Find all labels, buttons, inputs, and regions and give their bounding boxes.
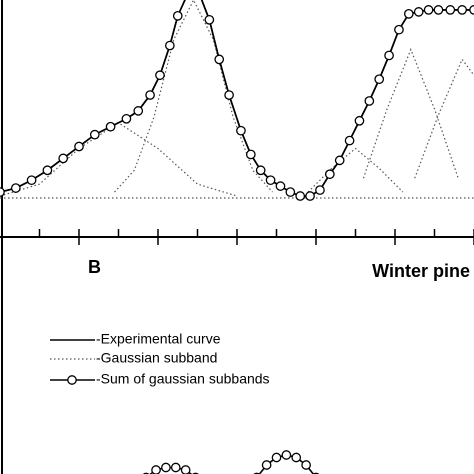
sum-point <box>457 5 467 15</box>
sum-point <box>275 181 286 191</box>
sum-point <box>180 465 191 474</box>
sum-point <box>255 165 266 176</box>
sum-point <box>315 185 325 195</box>
sum-point <box>403 9 414 19</box>
sum-point <box>281 450 292 460</box>
gaussian-subband <box>414 58 474 179</box>
sum-point <box>204 14 215 25</box>
sum-point <box>89 129 100 140</box>
sum-point <box>271 452 282 463</box>
sum-point <box>224 90 234 100</box>
sum-point <box>172 10 183 21</box>
sum-point <box>305 191 315 201</box>
sum-point <box>301 460 311 470</box>
sum-point <box>161 462 171 473</box>
sum-point <box>121 113 132 124</box>
sum-point <box>58 153 69 164</box>
sum-point <box>295 191 306 201</box>
sum-point <box>165 40 175 51</box>
legend-label: -Experimental curve <box>96 331 221 347</box>
sum-point <box>354 115 365 126</box>
sum-point <box>26 175 37 186</box>
sum-point <box>145 90 155 100</box>
sum-point <box>151 465 161 474</box>
sum-point <box>364 96 375 106</box>
sum-point <box>265 175 276 186</box>
sum-point <box>155 70 165 81</box>
sum-point <box>10 183 21 193</box>
sum-point <box>344 135 355 146</box>
sum-point <box>469 5 474 15</box>
sum-point <box>324 169 335 180</box>
gaussian-subband <box>362 47 459 179</box>
sum-point <box>291 452 302 463</box>
sum-point <box>0 187 5 197</box>
panel-title: Winter pine <box>372 261 470 281</box>
sum-point <box>245 149 256 160</box>
sum-point <box>261 460 272 470</box>
sum-point <box>214 54 225 65</box>
sum-point <box>285 187 296 197</box>
gaussian-subband <box>0 122 238 197</box>
gaussian-subband <box>114 0 273 193</box>
sum-point <box>170 462 181 473</box>
sum-point <box>74 141 84 152</box>
panel-label: B <box>88 257 101 277</box>
sum-point <box>445 5 456 15</box>
sum-point <box>374 74 385 85</box>
sum-point <box>423 5 434 15</box>
sum-point <box>42 165 53 176</box>
sum-point <box>384 50 394 61</box>
sum-point <box>413 7 424 17</box>
sum-point <box>394 24 404 35</box>
sum-point <box>433 5 444 15</box>
legend-swatch <box>67 375 77 385</box>
gaussian-subband <box>307 147 404 193</box>
sum-point <box>334 155 345 166</box>
sum-point <box>236 125 246 136</box>
legend-label: -Sum of gaussian subbands <box>96 371 270 387</box>
sum-point <box>133 106 144 116</box>
legend-label: -Gaussian subband <box>96 350 217 366</box>
sum-point <box>105 121 116 132</box>
